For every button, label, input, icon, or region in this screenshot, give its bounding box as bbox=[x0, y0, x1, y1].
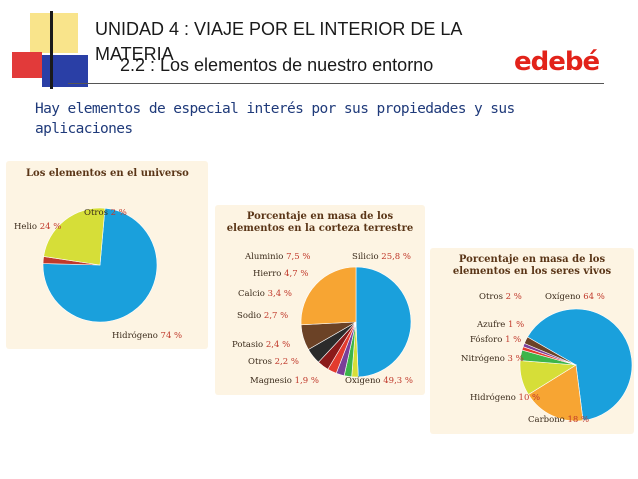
label-otros: Otros 2 % bbox=[479, 292, 522, 302]
slice-value: 2,4 % bbox=[265, 340, 291, 350]
slice-value: 2 % bbox=[505, 292, 522, 302]
slice-value: 1 % bbox=[508, 320, 525, 330]
slice-value: 25,8 % bbox=[381, 252, 411, 262]
slice-name: Nitrógeno bbox=[461, 354, 508, 364]
label-oxigeno: Oxígeno 64 % bbox=[545, 292, 605, 302]
pie-slice-carbono bbox=[528, 364, 584, 422]
slice-name: Hierro bbox=[253, 269, 285, 279]
slice-value: 3 % bbox=[507, 354, 524, 364]
label-hierro: Hierro 4,7 % bbox=[253, 269, 308, 279]
slice-name: Otros bbox=[479, 292, 506, 302]
slice-name: Hidrógeno bbox=[112, 331, 158, 341]
slice-name: Calcio bbox=[238, 289, 268, 299]
slice-name: Otros bbox=[248, 357, 275, 367]
slice-value: 3,4 % bbox=[267, 289, 292, 299]
label-potasio: Potasio 2,4 % bbox=[232, 340, 290, 350]
slice-value: 2,2 % bbox=[274, 357, 299, 367]
decor-blue-block bbox=[42, 55, 88, 87]
slice-value: 1,9 % bbox=[294, 376, 319, 386]
slice-value: 4,7 % bbox=[284, 269, 309, 279]
title-rule bbox=[68, 83, 604, 84]
label-carbono: Carbono 18 % bbox=[528, 415, 589, 425]
slice-name: Azufre bbox=[477, 320, 509, 330]
page-subtitle: 2.2 : Los elementos de nuestro entorno bbox=[120, 55, 434, 75]
chart-title-living: Porcentaje en masa de los elementos en l… bbox=[452, 254, 612, 277]
slice-value: 74 % bbox=[160, 331, 183, 341]
page-title-line2: MATERIA bbox=[95, 44, 174, 64]
label-fosforo: Fósforo 1 % bbox=[470, 335, 521, 345]
slice-value: 18 % bbox=[567, 415, 590, 425]
label-hidrogeno-universe: Hidrógeno 74 % bbox=[112, 331, 182, 341]
slice-value: 7,5 % bbox=[286, 252, 311, 262]
slice-value: 2 % bbox=[110, 208, 127, 218]
slice-value: 10 % bbox=[518, 393, 541, 403]
label-otros: Otros 2,2 % bbox=[248, 357, 299, 367]
pie-slice-oxigeno bbox=[527, 308, 633, 421]
label-helio: Helio 24 % bbox=[14, 222, 61, 232]
chart-title-universe: Los elementos en el universo bbox=[26, 168, 189, 179]
label-hidrogeno: Hidrógeno 10 % bbox=[470, 393, 540, 403]
intro-text: Hay elementos de especial interés por su… bbox=[35, 101, 515, 137]
page-title-line1: UNIDAD 4 : VIAJE POR EL INTERIOR DE LA bbox=[95, 19, 463, 39]
slice-name: Otros bbox=[84, 208, 108, 218]
label-azufre: Azufre 1 % bbox=[477, 320, 524, 330]
slice-name: Potasio bbox=[232, 340, 266, 350]
slice-value: 1 % bbox=[505, 335, 522, 345]
slice-name: Oxígeno bbox=[345, 376, 384, 386]
slice-name: Helio bbox=[14, 222, 37, 232]
chart-title-crust: Porcentaje en masa de los elementos en l… bbox=[226, 211, 414, 234]
label-otros-universe: Otros 2 % bbox=[84, 208, 127, 218]
slice-value: 49,3 % bbox=[383, 376, 413, 386]
slice-value: 2,7 % bbox=[263, 311, 289, 321]
decor-vertical-line bbox=[50, 11, 53, 89]
slice-name: Fósforo bbox=[470, 335, 506, 345]
slice-value: 64 % bbox=[583, 292, 605, 302]
label-silicio: Silicio 25,8 % bbox=[352, 252, 411, 262]
decor-red-block bbox=[12, 52, 42, 78]
pie-slice-otros bbox=[523, 336, 577, 366]
slice-value: 24 % bbox=[39, 222, 62, 232]
label-oxigeno: Oxígeno 49,3 % bbox=[345, 376, 413, 386]
edebe-logo: edebé bbox=[514, 47, 600, 77]
slice-name: Oxígeno bbox=[545, 292, 584, 302]
label-sodio: Sodio 2,7 % bbox=[237, 311, 288, 321]
slice-name: Carbono bbox=[528, 415, 568, 425]
slice-name: Hidrógeno bbox=[470, 393, 519, 403]
pie-slice-oxigeno bbox=[355, 266, 412, 378]
label-aluminio: Aluminio 7,5 % bbox=[245, 252, 310, 262]
decor-yellow-block bbox=[30, 13, 78, 53]
pie-slice-helio bbox=[43, 207, 106, 266]
label-calcio: Calcio 3,4 % bbox=[238, 289, 292, 299]
label-magnesio: Magnesio 1,9 % bbox=[250, 376, 319, 386]
pie-slice-silicio bbox=[300, 266, 357, 326]
slice-name: Silicio bbox=[352, 252, 382, 262]
slice-name: Aluminio bbox=[245, 252, 287, 262]
slice-name: Magnesio bbox=[250, 376, 295, 386]
slice-name: Sodio bbox=[237, 311, 264, 321]
label-nitrogeno: Nitrógeno 3 % bbox=[461, 354, 524, 364]
